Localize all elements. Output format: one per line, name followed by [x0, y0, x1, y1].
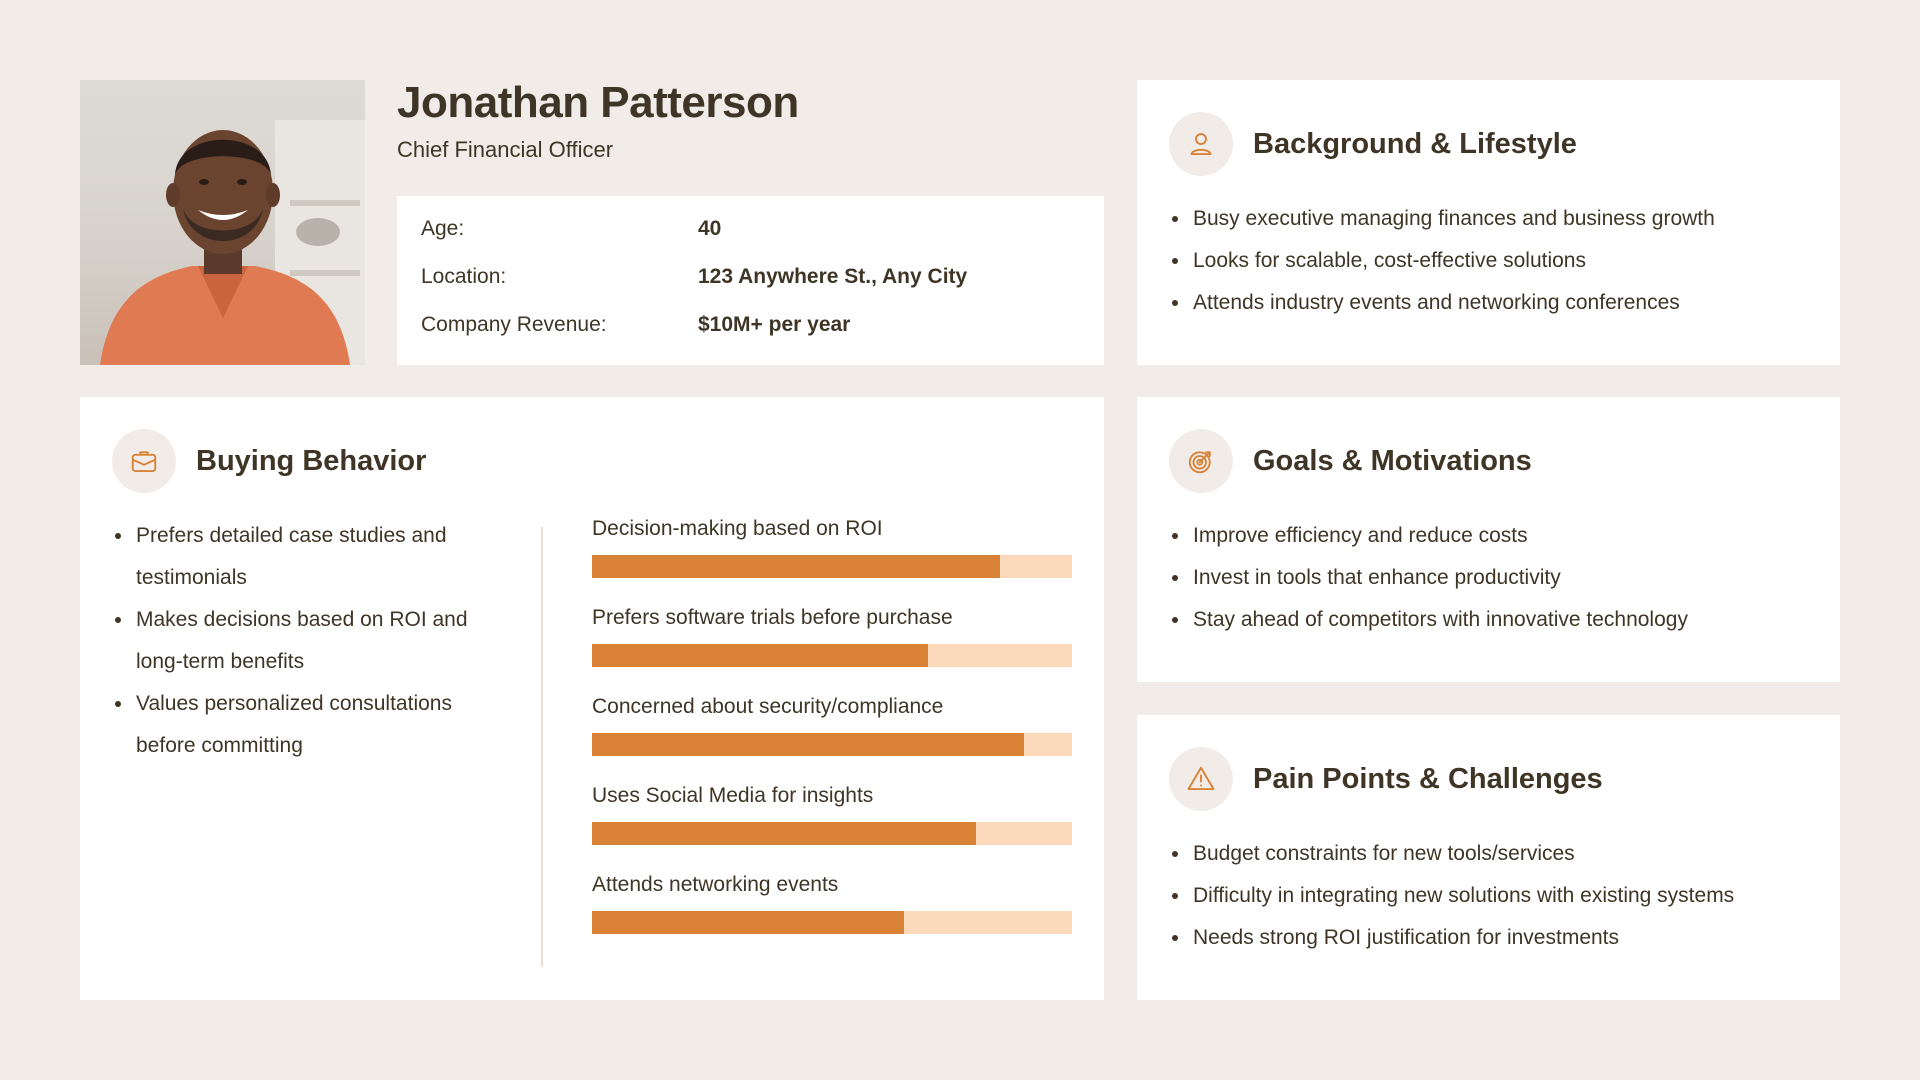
column-divider: [541, 527, 543, 967]
info-label: Age:: [421, 217, 465, 240]
behavior-bar: Prefers software trials before purchase: [592, 606, 1072, 695]
bar-fill: [592, 822, 976, 845]
bar-fill: [592, 733, 1024, 756]
person-illustration: [100, 120, 365, 365]
bar-fill: [592, 911, 904, 934]
background-list: Busy executive managing finances and bus…: [1169, 198, 1715, 324]
section-header: Buying Behavior: [112, 429, 426, 493]
section-title: Pain Points & Challenges: [1253, 762, 1603, 795]
info-label: Location:: [421, 265, 507, 288]
info-value: 123 Anywhere St., Any City: [698, 265, 968, 288]
background-lifestyle-card: Background & Lifestyle Busy executive ma…: [1137, 80, 1840, 365]
profile-photo: [80, 80, 365, 365]
list-item: Attends industry events and networking c…: [1169, 282, 1715, 324]
behavior-bars: Decision-making based on ROI Prefers sof…: [592, 517, 1072, 962]
user-icon: [1169, 112, 1233, 176]
buying-behavior-card: Buying Behavior Prefers detailed case st…: [80, 397, 1104, 1000]
bar-track: [592, 911, 1072, 934]
persona-info-card: Age: 40 Location: 123 Anywhere St., Any …: [397, 196, 1104, 365]
bar-fill: [592, 644, 928, 667]
behavior-bar: Uses Social Media for insights: [592, 784, 1072, 873]
pain-list: Budget constraints for new tools/service…: [1169, 833, 1734, 959]
list-item: Budget constraints for new tools/service…: [1169, 833, 1734, 875]
bar-label: Prefers software trials before purchase: [592, 606, 953, 629]
list-item: Makes decisions based on ROI and long-te…: [112, 599, 512, 683]
list-item: Busy executive managing finances and bus…: [1169, 198, 1715, 240]
list-item: Improve efficiency and reduce costs: [1169, 515, 1688, 557]
behavior-bar: Concerned about security/compliance: [592, 695, 1072, 784]
list-item: Looks for scalable, cost-effective solut…: [1169, 240, 1715, 282]
persona-name: Jonathan Patterson: [397, 78, 799, 127]
bar-label: Attends networking events: [592, 873, 839, 896]
bar-fill: [592, 555, 1000, 578]
section-header: Pain Points & Challenges: [1169, 747, 1603, 811]
list-item: Difficulty in integrating new solutions …: [1169, 875, 1734, 917]
bar-track: [592, 644, 1072, 667]
list-item: Invest in tools that enhance productivit…: [1169, 557, 1688, 599]
section-title: Background & Lifestyle: [1253, 127, 1577, 160]
warning-icon: [1169, 747, 1233, 811]
bar-track: [592, 822, 1072, 845]
list-item: Stay ahead of competitors with innovativ…: [1169, 599, 1688, 641]
info-value: 40: [698, 217, 722, 240]
persona-role: Chief Financial Officer: [397, 137, 614, 162]
behavior-bar: Attends networking events: [592, 873, 1072, 962]
section-header: Goals & Motivations: [1169, 429, 1532, 493]
bar-label: Concerned about security/compliance: [592, 695, 944, 718]
briefcase-icon: [112, 429, 176, 493]
pain-points-card: Pain Points & Challenges Budget constrai…: [1137, 715, 1840, 1000]
section-header: Background & Lifestyle: [1169, 112, 1577, 176]
behavior-bar: Decision-making based on ROI: [592, 517, 1072, 606]
bar-label: Decision-making based on ROI: [592, 517, 883, 540]
goals-motivations-card: Goals & Motivations Improve efficiency a…: [1137, 397, 1840, 682]
goals-list: Improve efficiency and reduce costs Inve…: [1169, 515, 1688, 641]
info-label: Company Revenue:: [421, 313, 607, 336]
info-value: $10M+ per year: [698, 313, 851, 336]
list-item: Values personalized consultations before…: [112, 683, 512, 767]
list-item: Prefers detailed case studies and testim…: [112, 515, 512, 599]
target-icon: [1169, 429, 1233, 493]
bar-label: Uses Social Media for insights: [592, 784, 874, 807]
list-item: Needs strong ROI justification for inves…: [1169, 917, 1734, 959]
buying-list: Prefers detailed case studies and testim…: [112, 515, 512, 767]
section-title: Goals & Motivations: [1253, 444, 1532, 477]
section-title: Buying Behavior: [196, 444, 427, 477]
bar-track: [592, 733, 1072, 756]
bar-track: [592, 555, 1072, 578]
